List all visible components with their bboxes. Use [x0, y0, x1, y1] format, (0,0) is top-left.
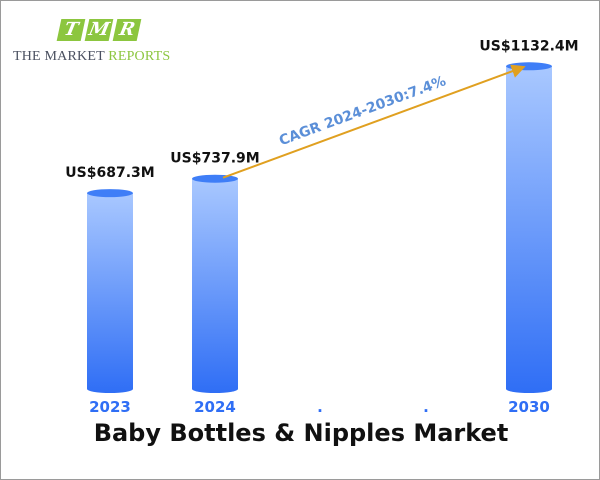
logo-wordmark-accent: REPORTS — [108, 49, 171, 64]
x-tick-label: . — [317, 398, 323, 416]
cagr-annotation: CAGR 2024-2030:7.4% — [277, 73, 448, 149]
bar-cap-2024 — [192, 174, 238, 183]
x-tick-label: 2030 — [508, 398, 550, 416]
value-label-2023: US$687.3M — [65, 165, 154, 181]
bar-cap-2023 — [87, 189, 133, 198]
chart-title: Baby Bottles & Nipples Market — [93, 419, 509, 447]
bar-2030 — [506, 66, 552, 394]
logo-wordmark-main: THE MARKET — [13, 49, 109, 64]
x-tick-label: . — [423, 398, 429, 416]
logo-wordmark: THE MARKET REPORTS — [13, 49, 170, 65]
tmr-logo: T M R THE MARKET REPORTS — [13, 15, 193, 71]
cagr-arrow — [222, 64, 526, 179]
value-label-2024: US$737.9M — [170, 151, 259, 167]
value-label-2030: US$1132.4M — [479, 38, 578, 54]
x-tick-label: 2023 — [89, 398, 131, 416]
bar-2023 — [87, 193, 133, 393]
bar-2024 — [192, 178, 238, 393]
bar-cap-2030 — [506, 62, 552, 71]
x-tick-label: 2024 — [194, 398, 236, 416]
